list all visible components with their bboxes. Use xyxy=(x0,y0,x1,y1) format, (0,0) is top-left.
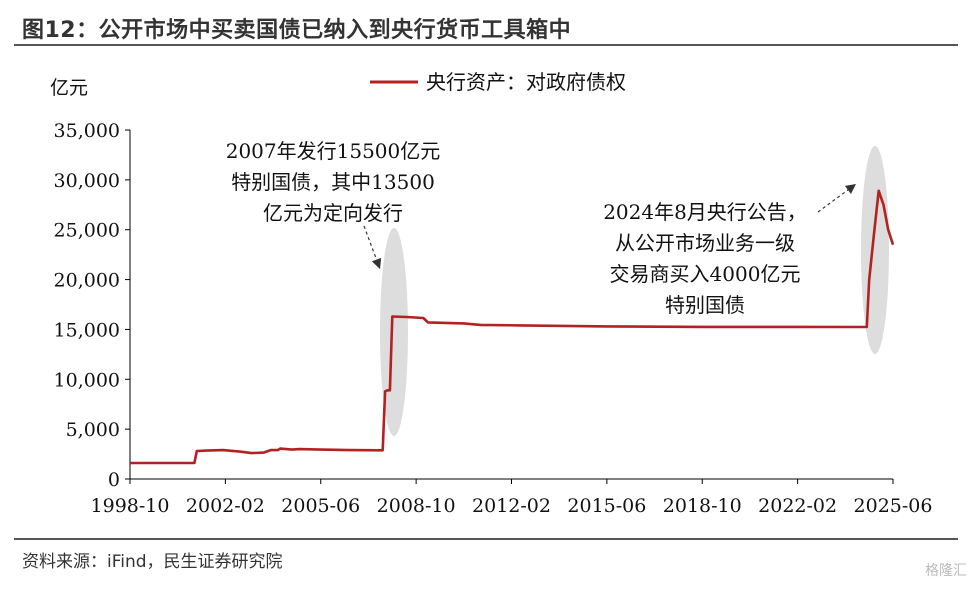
x-tick-label: 2002-02 xyxy=(186,495,265,517)
x-tick-label: 1998-10 xyxy=(91,495,170,517)
watermark-logo: 格隆汇 xyxy=(925,563,967,579)
y-tick-label: 30,000 xyxy=(54,170,120,192)
annotation-text-a2007: 特别国债，其中13500 xyxy=(231,170,435,194)
chart-container: 0 5,000 10,000 15,000 20,000 25,000 30,000 35,0… xyxy=(0,48,977,538)
y-tick-label: 35,000 xyxy=(54,120,120,142)
x-tick-label: 2018-10 xyxy=(663,495,742,517)
y-tick-label: 20,000 xyxy=(54,270,120,292)
annotation-text-a2024: 从公开市场业务一级 xyxy=(615,231,795,255)
axes-group: 0 5,000 10,000 15,000 20,000 25,000 30,000 35,0… xyxy=(50,77,932,517)
legend-label: 央行资产：对政府债权 xyxy=(426,70,626,94)
annotation-arrowhead-a2007 xyxy=(371,257,382,269)
annotation-arrowhead-a2024 xyxy=(844,184,856,194)
x-tick-label: 2005-06 xyxy=(281,495,360,517)
y-tick-label: 15,000 xyxy=(54,319,120,341)
annotation-text-a2024: 2024年8月央行公告， xyxy=(603,200,807,224)
highlight-group xyxy=(380,146,889,436)
annotation-text-a2024: 特别国债 xyxy=(665,293,745,317)
page-title: 图12：公开市场中买卖国债已纳入到央行货币工具箱中 xyxy=(22,18,572,43)
annotation-arrow-a2024 xyxy=(817,183,857,213)
source-note: 资料来源：iFind，民生证券研究院 xyxy=(22,552,283,572)
highlight-ellipse-2024 xyxy=(861,146,889,354)
x-tick-label: 2008-10 xyxy=(377,495,456,517)
legend: 央行资产：对政府债权 xyxy=(370,70,626,94)
y-axis-label: 亿元 xyxy=(50,77,88,99)
x-tick-label: 2025-06 xyxy=(854,495,933,517)
x-tick-label: 2012-02 xyxy=(472,495,551,517)
highlight-ellipse-2007 xyxy=(380,228,408,436)
y-tick-label: 0 xyxy=(108,469,120,491)
y-tick-label: 10,000 xyxy=(54,369,120,391)
x-tick-label: 2015-06 xyxy=(567,495,646,517)
chart-svg: 0 5,000 10,000 15,000 20,000 25,000 30,000 35,0… xyxy=(50,70,932,517)
title-bar: 图12：公开市场中买卖国债已纳入到央行货币工具箱中 xyxy=(14,8,958,46)
source-divider xyxy=(14,538,958,540)
y-tick-label: 25,000 xyxy=(54,220,120,242)
series-line-0 xyxy=(130,189,895,465)
annotation-text-a2007: 2007年发行15500亿元 xyxy=(226,139,441,163)
y-tick-label: 5,000 xyxy=(66,419,120,441)
series-group xyxy=(129,189,895,465)
x-tick-label: 2022-02 xyxy=(758,495,837,517)
annotation-text-a2024: 交易商买入4000亿元 xyxy=(610,262,801,286)
annotation-text-a2007: 亿元为定向发行 xyxy=(263,201,403,225)
